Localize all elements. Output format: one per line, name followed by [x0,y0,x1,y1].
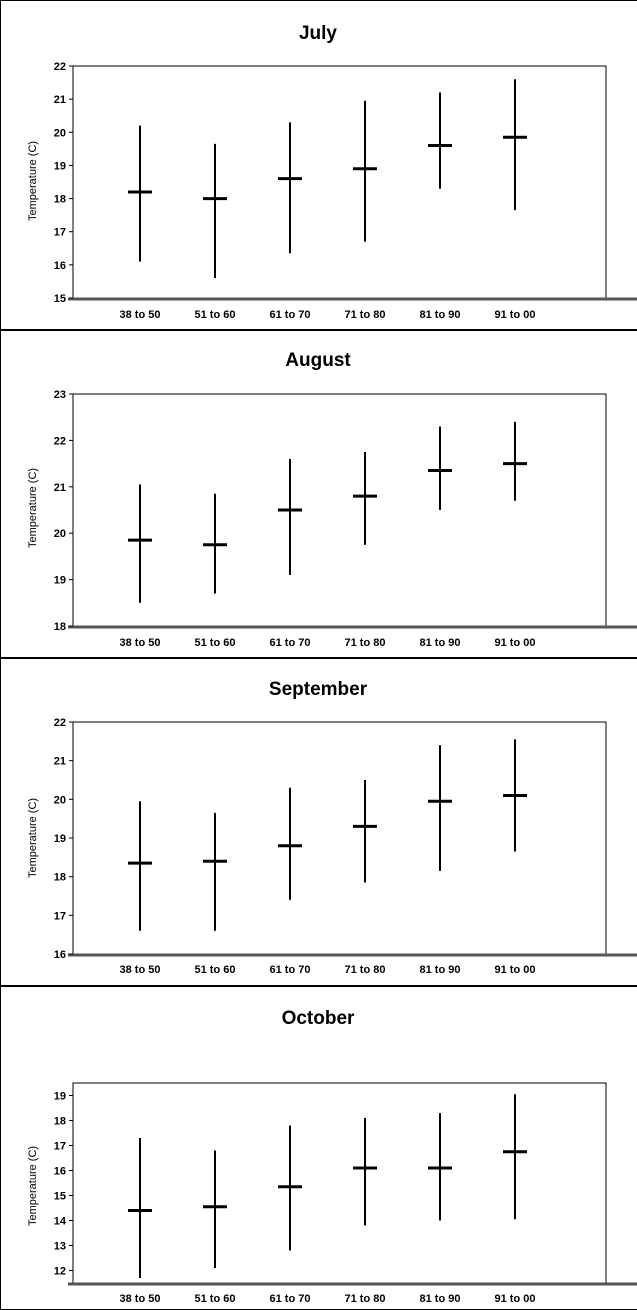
y-axis-label: Temperature (C) [27,468,39,548]
y-tick-label: 20 [54,794,66,806]
plot-area [72,1082,607,1284]
x-tick-label: 71 to 80 [345,637,386,649]
y-tick-label: 20 [54,127,66,139]
chart-panel-september: September 16 17 18 19 20 21 22 Temperature (C) 38… [0,658,637,986]
y-tick-label: 14 [54,1216,67,1228]
x-tick-label: 51 to 60 [195,964,236,976]
chart-panel-october: October 12 13 14 15 16 17 18 19 Temperature (C) 38… [0,986,637,1310]
x-tick-label: 71 to 80 [345,1293,386,1305]
plot-area [72,65,607,299]
y-axis-label: Temperature (C) [27,798,39,878]
x-tick-label: 61 to 70 [270,309,311,321]
y-tick-label: 17 [54,1141,66,1153]
y-tick-label: 21 [54,482,66,494]
y-tick-label: 19 [54,833,66,845]
x-tick-label: 91 to 00 [495,637,536,649]
y-tick-label: 17 [54,227,66,239]
chart-frame [0,986,637,1310]
chart-panel-august: August 18 19 20 21 22 23 Temperature (C) 38 to 5… [0,330,637,658]
y-tick-label: 16 [54,949,66,961]
y-tick-label: 22 [54,61,66,73]
plot-area [72,721,607,955]
chart-frame [0,658,637,986]
y-tick-label: 22 [54,435,66,447]
x-tick-label: 61 to 70 [270,1293,311,1305]
y-tick-label: 16 [54,260,66,272]
y-tick-label: 18 [54,621,66,633]
y-tick-label: 19 [54,160,66,172]
y-tick-label: 21 [54,756,66,768]
x-tick-label: 38 to 50 [120,309,161,321]
y-axis-label: Temperature (C) [27,141,39,221]
chart-title: September [269,679,368,700]
chart-title: July [299,23,337,44]
y-tick-label: 16 [54,1166,66,1178]
x-tick-label: 81 to 90 [420,309,461,321]
x-tick-label: 51 to 60 [195,309,236,321]
x-tick-label: 38 to 50 [120,964,161,976]
y-tick-label: 17 [54,910,66,922]
x-tick-label: 71 to 80 [345,309,386,321]
chart-frame [0,0,637,330]
y-tick-label: 18 [54,194,66,206]
y-tick-label: 18 [54,1116,66,1128]
plot-area [72,393,607,627]
x-tick-label: 71 to 80 [345,964,386,976]
y-tick-label: 15 [54,293,66,305]
y-tick-label: 13 [54,1241,66,1253]
x-tick-label: 81 to 90 [420,964,461,976]
y-tick-label: 15 [54,1191,66,1203]
chart-frame [0,330,637,658]
x-tick-label: 81 to 90 [420,637,461,649]
x-tick-label: 51 to 60 [195,637,236,649]
y-tick-label: 12 [54,1266,66,1278]
x-tick-label: 61 to 70 [270,964,311,976]
x-tick-label: 91 to 00 [495,1293,536,1305]
x-tick-label: 91 to 00 [495,309,536,321]
y-tick-label: 21 [54,94,66,106]
x-tick-label: 38 to 50 [120,637,161,649]
y-axis-label: Temperature (C) [27,1146,39,1226]
chart-panel-july: July 15 16 17 18 19 20 21 22 Temperature (C) 38 to… [0,0,637,330]
x-tick-label: 91 to 00 [495,964,536,976]
chart-title: October [282,1008,355,1029]
x-tick-label: 38 to 50 [120,1293,161,1305]
chart-title: August [285,350,351,371]
x-tick-label: 81 to 90 [420,1293,461,1305]
y-tick-label: 22 [54,717,66,729]
x-tick-label: 51 to 60 [195,1293,236,1305]
x-tick-label: 61 to 70 [270,637,311,649]
y-tick-label: 19 [54,1091,66,1103]
y-tick-label: 18 [54,872,66,884]
y-tick-label: 19 [54,575,66,587]
y-tick-label: 23 [54,389,66,401]
y-tick-label: 20 [54,528,66,540]
